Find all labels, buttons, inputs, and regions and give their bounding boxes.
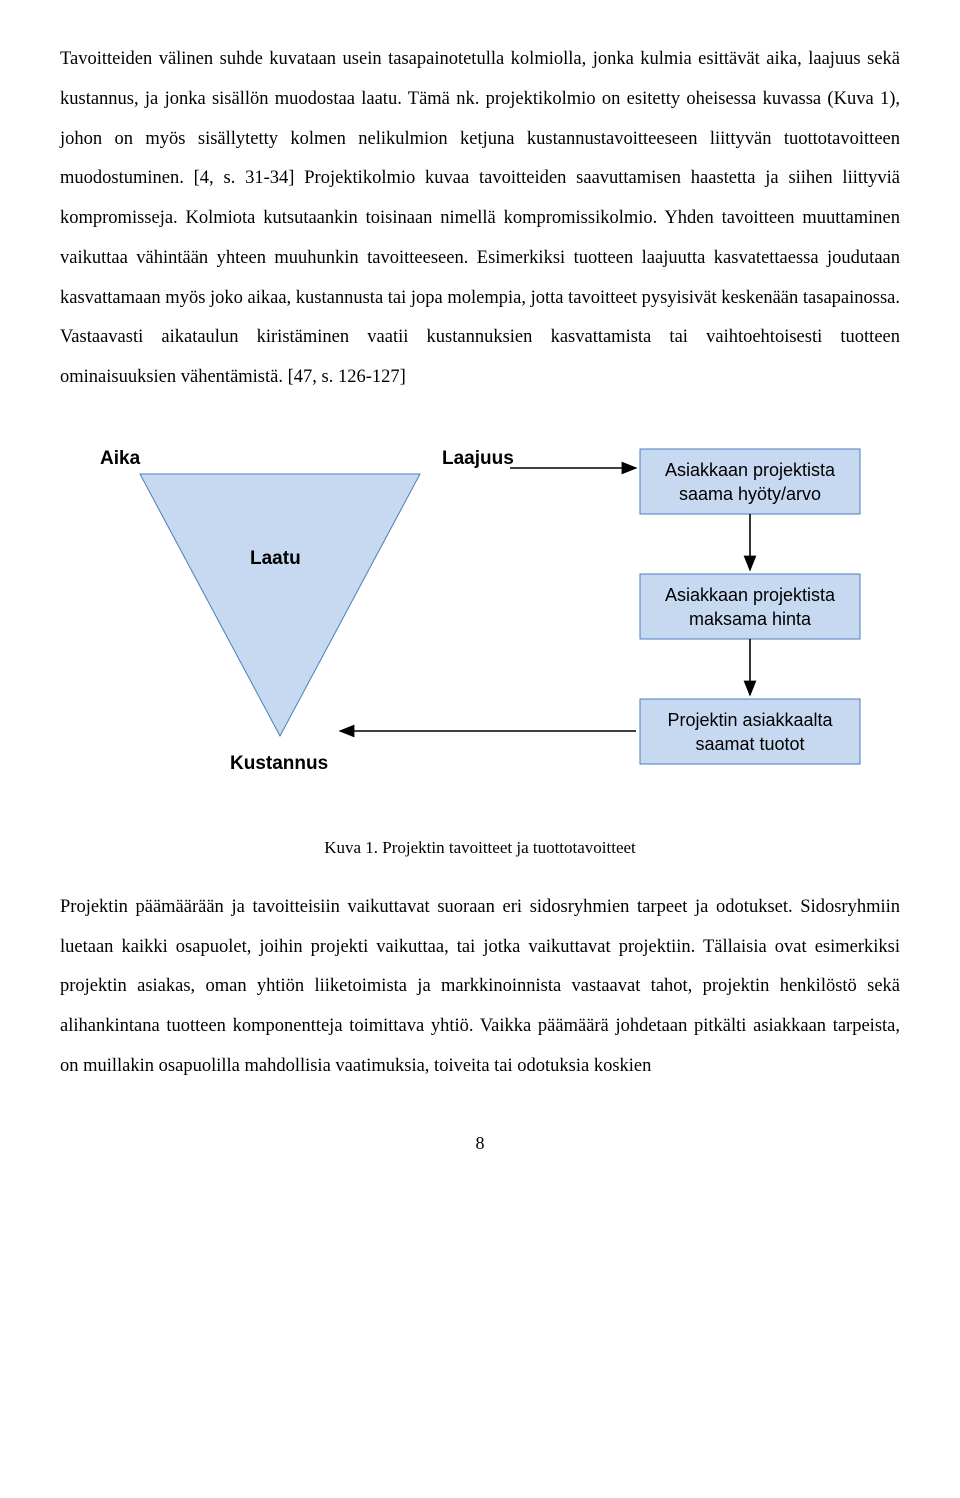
figure-1: Aika Laajuus Laatu Kustannus Asiakkaan p… [60,434,900,794]
page-number: 8 [60,1133,900,1154]
box-price-line1: Asiakkaan projektista [665,585,836,605]
box-revenue-line1: Projektin asiakkaalta [667,710,833,730]
label-kustannus: Kustannus [230,753,328,774]
label-laatu: Laatu [250,548,301,569]
box-revenue [640,699,860,764]
box-benefit-line1: Asiakkaan projektista [665,460,836,480]
paragraph-1: Tavoitteiden välinen suhde kuvataan usei… [60,40,900,398]
label-aika: Aika [100,448,141,469]
box-price [640,574,860,639]
figure-caption: Kuva 1. Projektin tavoitteet ja tuottota… [60,838,900,858]
triangle-shape [140,474,420,736]
box-revenue-line2: saamat tuotot [695,734,804,754]
project-triangle-diagram: Aika Laajuus Laatu Kustannus Asiakkaan p… [80,434,880,794]
box-price-line2: maksama hinta [689,609,812,629]
box-benefit [640,449,860,514]
box-benefit-line2: saama hyöty/arvo [679,484,821,504]
paragraph-2: Projektin päämäärään ja tavoitteisiin va… [60,888,900,1087]
label-laajuus: Laajuus [442,448,514,469]
